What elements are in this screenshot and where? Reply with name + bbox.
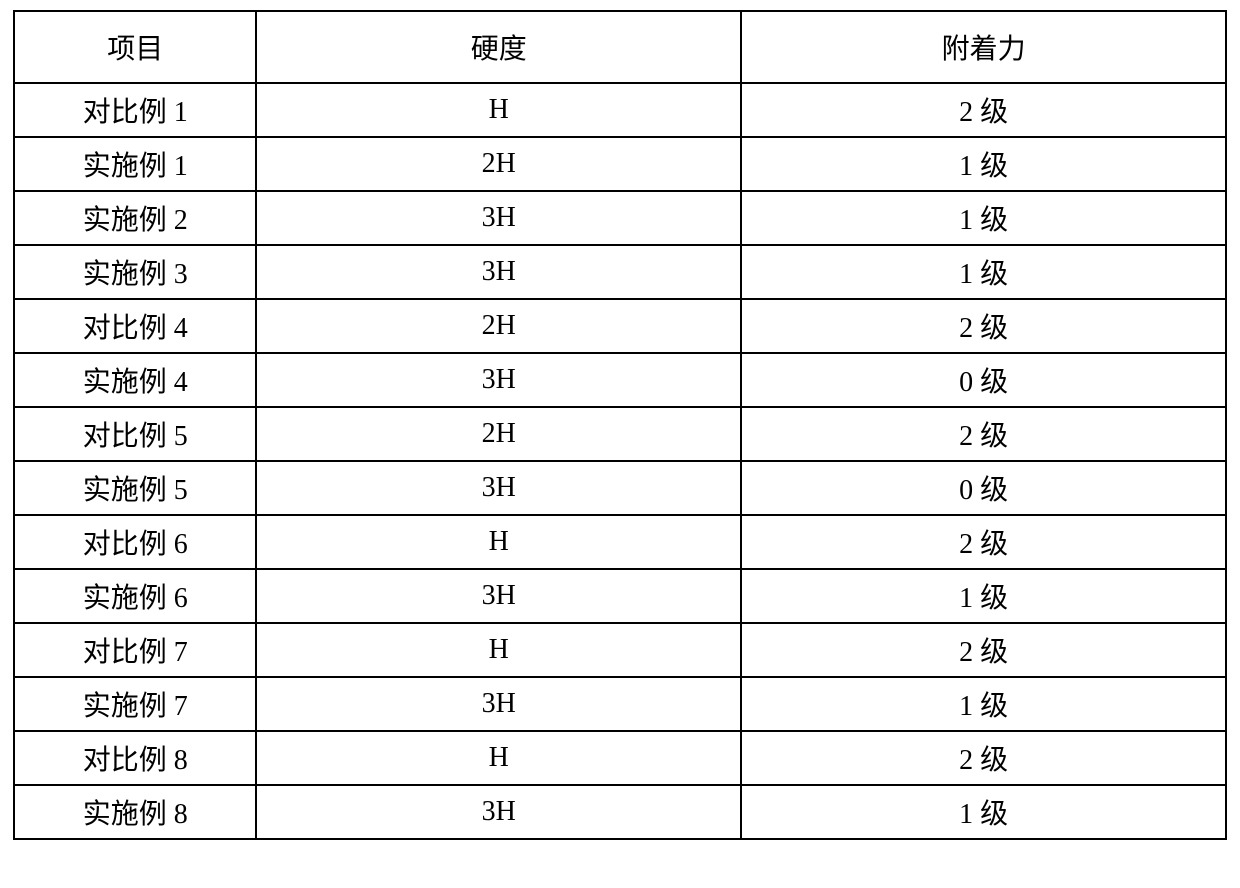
table-row: 对比例 5 2H 2 级 xyxy=(14,407,1226,461)
table-cell: 2 级 xyxy=(741,731,1226,785)
table-cell: 3H xyxy=(256,569,741,623)
table-cell: 1 级 xyxy=(741,137,1226,191)
table-cell: H xyxy=(256,515,741,569)
table-header-row: 项目 硬度 附着力 xyxy=(14,11,1226,83)
table-header-cell: 硬度 xyxy=(256,11,741,83)
table-cell: 2 级 xyxy=(741,623,1226,677)
table-cell: 2 级 xyxy=(741,407,1226,461)
table-cell: 对比例 1 xyxy=(14,83,256,137)
table-cell: 3H xyxy=(256,245,741,299)
table-cell: 3H xyxy=(256,677,741,731)
table-row: 对比例 7 H 2 级 xyxy=(14,623,1226,677)
table-cell: H xyxy=(256,731,741,785)
table-cell: 2 级 xyxy=(741,83,1226,137)
table-cell: 0 级 xyxy=(741,353,1226,407)
table-cell: 实施例 6 xyxy=(14,569,256,623)
table-cell: 1 级 xyxy=(741,245,1226,299)
table-cell: 1 级 xyxy=(741,677,1226,731)
table-cell: 对比例 6 xyxy=(14,515,256,569)
table-cell: 实施例 7 xyxy=(14,677,256,731)
table-row: 对比例 8 H 2 级 xyxy=(14,731,1226,785)
table-cell: 实施例 1 xyxy=(14,137,256,191)
table-row: 实施例 2 3H 1 级 xyxy=(14,191,1226,245)
table-cell: 2H xyxy=(256,299,741,353)
data-table: 项目 硬度 附着力 对比例 1 H 2 级 实施例 1 2H 1 级 实施例 2… xyxy=(13,10,1227,840)
table-cell: 对比例 8 xyxy=(14,731,256,785)
table-row: 实施例 3 3H 1 级 xyxy=(14,245,1226,299)
table-cell: 2H xyxy=(256,407,741,461)
table-cell: H xyxy=(256,83,741,137)
table-row: 对比例 4 2H 2 级 xyxy=(14,299,1226,353)
table-cell: 3H xyxy=(256,461,741,515)
table-cell: H xyxy=(256,623,741,677)
table-cell: 2H xyxy=(256,137,741,191)
table-row: 实施例 5 3H 0 级 xyxy=(14,461,1226,515)
table-header-cell: 项目 xyxy=(14,11,256,83)
table-cell: 2 级 xyxy=(741,515,1226,569)
table-cell: 1 级 xyxy=(741,785,1226,839)
table-cell: 对比例 7 xyxy=(14,623,256,677)
table-cell: 实施例 5 xyxy=(14,461,256,515)
table-cell: 0 级 xyxy=(741,461,1226,515)
table-cell: 3H xyxy=(256,353,741,407)
table-row: 实施例 7 3H 1 级 xyxy=(14,677,1226,731)
table-row: 实施例 4 3H 0 级 xyxy=(14,353,1226,407)
table-row: 实施例 8 3H 1 级 xyxy=(14,785,1226,839)
table-header-cell: 附着力 xyxy=(741,11,1226,83)
table-row: 实施例 6 3H 1 级 xyxy=(14,569,1226,623)
table-cell: 实施例 4 xyxy=(14,353,256,407)
table-cell: 1 级 xyxy=(741,569,1226,623)
table-row: 实施例 1 2H 1 级 xyxy=(14,137,1226,191)
table-row: 对比例 6 H 2 级 xyxy=(14,515,1226,569)
table-cell: 3H xyxy=(256,785,741,839)
table-cell: 对比例 4 xyxy=(14,299,256,353)
table-cell: 实施例 8 xyxy=(14,785,256,839)
data-table-container: 项目 硬度 附着力 对比例 1 H 2 级 实施例 1 2H 1 级 实施例 2… xyxy=(13,10,1227,840)
table-row: 对比例 1 H 2 级 xyxy=(14,83,1226,137)
table-cell: 2 级 xyxy=(741,299,1226,353)
table-cell: 实施例 3 xyxy=(14,245,256,299)
table-cell: 实施例 2 xyxy=(14,191,256,245)
table-cell: 1 级 xyxy=(741,191,1226,245)
table-cell: 3H xyxy=(256,191,741,245)
table-cell: 对比例 5 xyxy=(14,407,256,461)
